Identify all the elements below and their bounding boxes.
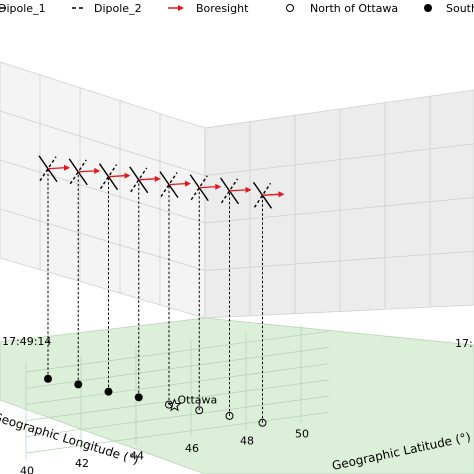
dipole-2-segment bbox=[160, 172, 178, 197]
legend-south-swatch bbox=[424, 4, 432, 12]
ground-point-south bbox=[104, 387, 113, 396]
grid-line-floor-lon bbox=[25, 363, 329, 405]
boresight-arrow-head bbox=[64, 164, 70, 171]
ottawa-star-marker bbox=[167, 398, 182, 412]
boresight-arrow-shaft bbox=[78, 170, 95, 173]
legend-boresight-label: Boresight bbox=[196, 2, 249, 15]
ground-point-north bbox=[225, 411, 234, 420]
y-tick-label: 44 bbox=[130, 450, 144, 463]
legend-north-swatch bbox=[286, 4, 294, 12]
ottawa-label: Ottawa bbox=[178, 393, 218, 406]
boresight-arrow-shaft bbox=[108, 175, 125, 178]
back-pane-right bbox=[204, 89, 474, 319]
end-time-label: 17: bbox=[455, 337, 473, 350]
y-tick-label: 46 bbox=[185, 442, 199, 455]
boresight-arrow-shaft bbox=[168, 182, 186, 186]
grid-line-floor-lon bbox=[25, 379, 329, 421]
axis-ticks: −79−78−77−76−75−74404244464850 bbox=[20, 427, 309, 474]
y-tick-label: 48 bbox=[240, 435, 254, 448]
legend-dipole1-label: Dipole_1 bbox=[0, 2, 46, 15]
map-floor bbox=[0, 317, 474, 474]
dipole-2-segment bbox=[69, 159, 87, 185]
grid-line-right-h bbox=[204, 250, 474, 271]
legend-dipole2-label: Dipole_2 bbox=[94, 2, 142, 15]
grid bbox=[0, 74, 474, 460]
boresight-arrow-shaft bbox=[199, 186, 216, 189]
dipole-2-segment bbox=[99, 164, 118, 190]
legend-boresight-arrowhead bbox=[178, 5, 184, 11]
boresight-arrow-head bbox=[245, 186, 252, 193]
grid-line-left-h bbox=[0, 159, 206, 224]
dipole-2-segment bbox=[190, 175, 208, 201]
boresight-arrow-shaft bbox=[47, 167, 65, 170]
y-tick-label: 42 bbox=[75, 457, 89, 470]
boresight-arrow-head bbox=[94, 167, 101, 174]
boresight-arrow-shaft bbox=[138, 178, 155, 181]
boresight-arrow-shaft bbox=[262, 193, 279, 196]
boresight-arrow-head bbox=[124, 172, 131, 179]
start-time-label: 17:49:14 bbox=[2, 335, 51, 348]
y-tick-label: 50 bbox=[295, 427, 309, 440]
grid-line-right-h bbox=[204, 197, 474, 224]
dipole-2-segment bbox=[130, 167, 148, 193]
dipole-2-segment bbox=[39, 156, 57, 182]
back-pane-left bbox=[0, 61, 206, 319]
ground-point-north bbox=[165, 400, 173, 409]
boresight-arrow-head bbox=[154, 175, 161, 182]
ground-points bbox=[44, 374, 267, 427]
legend-north-label: North of Ottawa bbox=[310, 2, 398, 15]
boresight-arrow-head bbox=[215, 183, 222, 190]
dipole-2-segment bbox=[253, 182, 272, 208]
grid-line-floor-lon bbox=[25, 330, 329, 373]
dipoles bbox=[38, 155, 285, 209]
boresight-arrow-shaft bbox=[229, 189, 246, 192]
grid-line-right-h bbox=[204, 143, 474, 176]
boresight-arrow-head bbox=[278, 191, 285, 198]
ground-point-north bbox=[195, 406, 204, 415]
ground-point-north bbox=[258, 418, 267, 427]
y-tick-label: 40 bbox=[20, 464, 34, 474]
grid-line-left-h bbox=[0, 208, 206, 271]
ground-point-south bbox=[44, 374, 52, 383]
dipole-2-segment bbox=[220, 178, 239, 204]
ground-point-south bbox=[134, 393, 143, 402]
ground-point-south bbox=[74, 380, 83, 389]
grid-line-floor-lon bbox=[25, 411, 329, 454]
legend: Dipole_1 Dipole_2 Boresight North of Ott… bbox=[0, 2, 474, 15]
stems bbox=[47, 168, 263, 423]
grid-line-floor-lon bbox=[25, 395, 329, 438]
boresight-arrow-head bbox=[185, 180, 191, 187]
legend-south-label: South of Ottawa bbox=[446, 2, 474, 15]
grid-line-left-h bbox=[0, 110, 206, 176]
